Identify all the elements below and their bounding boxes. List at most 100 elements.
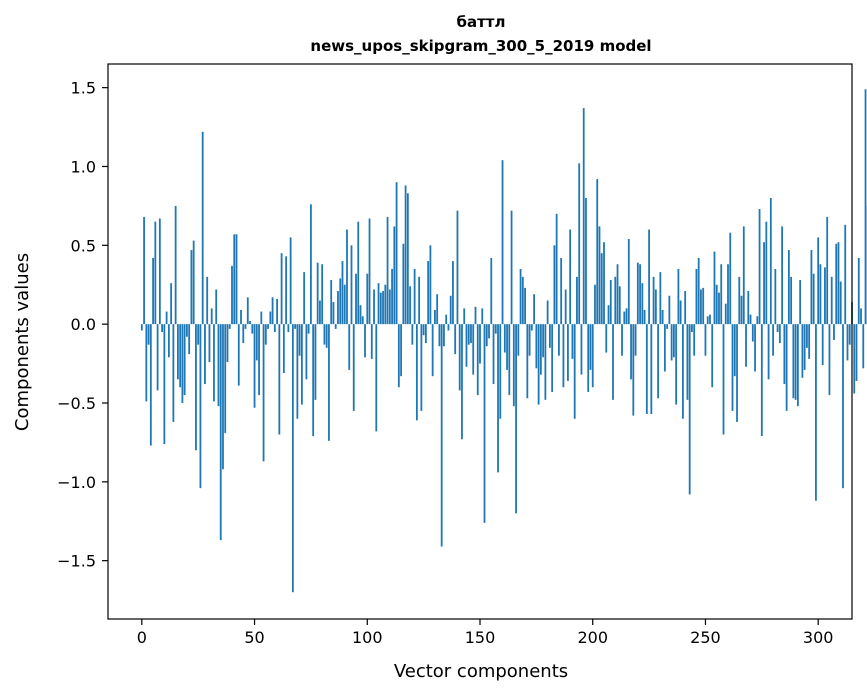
bar-177 <box>539 324 542 375</box>
bar-197 <box>585 198 587 325</box>
bar-91 <box>346 229 348 325</box>
bar-311 <box>842 324 844 489</box>
bar-29 <box>206 276 209 325</box>
bar-10 <box>163 324 166 444</box>
bar-305 <box>828 324 831 396</box>
bar-7 <box>156 324 159 391</box>
bar-134 <box>443 324 445 347</box>
bar-189 <box>567 324 569 381</box>
bar-69 <box>296 324 299 419</box>
bar-3 <box>147 324 150 345</box>
bar-261 <box>729 232 732 325</box>
bar-242 <box>686 324 689 400</box>
bar-122 <box>415 324 418 421</box>
bar-23 <box>192 240 195 325</box>
bar-161 <box>503 324 506 353</box>
bar-84 <box>330 280 333 325</box>
bar-163 <box>508 324 511 396</box>
bar-63 <box>282 324 285 374</box>
bar-312 <box>844 224 847 325</box>
bar-313 <box>846 324 849 361</box>
bar-75 <box>310 204 312 325</box>
bar-240 <box>682 324 684 419</box>
bar-44 <box>240 309 242 325</box>
bar-27 <box>201 131 204 325</box>
bar-299 <box>815 324 817 501</box>
bar-286 <box>785 324 788 411</box>
x-tick-label: 200 <box>577 628 608 647</box>
bar-293 <box>801 324 804 378</box>
bar-166 <box>515 324 517 514</box>
bar-105 <box>377 283 380 325</box>
bar-180 <box>546 300 549 325</box>
bar-181 <box>548 324 551 348</box>
bar-147 <box>472 324 475 375</box>
bar-158 <box>497 324 499 473</box>
y-tick-label: −1.5 <box>57 552 96 571</box>
bar-217 <box>630 324 632 380</box>
bar-104 <box>375 324 378 432</box>
bar-241 <box>684 291 687 325</box>
bar-304 <box>826 216 829 325</box>
bar-135 <box>445 314 448 325</box>
bar-8 <box>158 218 161 325</box>
bar-258 <box>722 324 725 435</box>
x-tick-label: 100 <box>352 628 383 647</box>
bar-243 <box>688 324 691 495</box>
bar-76 <box>312 324 315 437</box>
bar-82 <box>325 324 328 348</box>
bar-130 <box>434 309 436 325</box>
bar-146 <box>470 324 472 344</box>
bar-52 <box>258 324 260 396</box>
bar-303 <box>824 267 826 325</box>
bar-48 <box>249 321 251 325</box>
bar-17 <box>179 324 182 388</box>
bar-88 <box>339 278 342 325</box>
bar-144 <box>465 324 468 367</box>
bar-185 <box>558 324 560 356</box>
bar-33 <box>215 289 218 325</box>
bar-5 <box>152 257 154 325</box>
bar-173 <box>530 324 533 331</box>
bar-208 <box>609 280 612 325</box>
bar-165 <box>512 324 515 407</box>
bar-124 <box>420 324 423 411</box>
bar-228 <box>654 289 657 325</box>
bar-307 <box>833 324 835 340</box>
bar-102 <box>370 324 373 359</box>
bar-244 <box>691 324 693 333</box>
bar-100 <box>366 273 369 325</box>
bar-195 <box>580 324 583 375</box>
bar-167 <box>517 324 520 356</box>
bar-310 <box>839 281 842 325</box>
bar-34 <box>217 324 220 407</box>
bar-262 <box>731 324 734 411</box>
bar-321 <box>864 89 867 325</box>
bar-152 <box>483 324 486 523</box>
bar-30 <box>208 324 211 362</box>
bar-111 <box>391 268 393 325</box>
bar-137 <box>449 295 452 325</box>
bar-142 <box>461 324 463 440</box>
bar-218 <box>632 324 635 416</box>
bar-268 <box>745 324 747 367</box>
bar-238 <box>677 268 680 325</box>
bar-190 <box>569 229 572 325</box>
bar-55 <box>264 324 267 345</box>
bar-251 <box>706 316 709 325</box>
bar-214 <box>623 311 626 325</box>
bar-172 <box>528 324 531 356</box>
bar-109 <box>386 216 389 325</box>
bar-260 <box>727 264 729 325</box>
bar-230 <box>659 272 662 325</box>
bar-141 <box>458 324 461 391</box>
bar-25 <box>197 324 200 345</box>
bar-96 <box>357 221 360 325</box>
bar-156 <box>492 324 495 385</box>
bar-77 <box>314 324 317 400</box>
bar-159 <box>499 324 502 419</box>
bar-70 <box>298 324 301 356</box>
bar-95 <box>355 273 357 325</box>
bar-57 <box>269 311 272 325</box>
bar-36 <box>222 324 224 470</box>
